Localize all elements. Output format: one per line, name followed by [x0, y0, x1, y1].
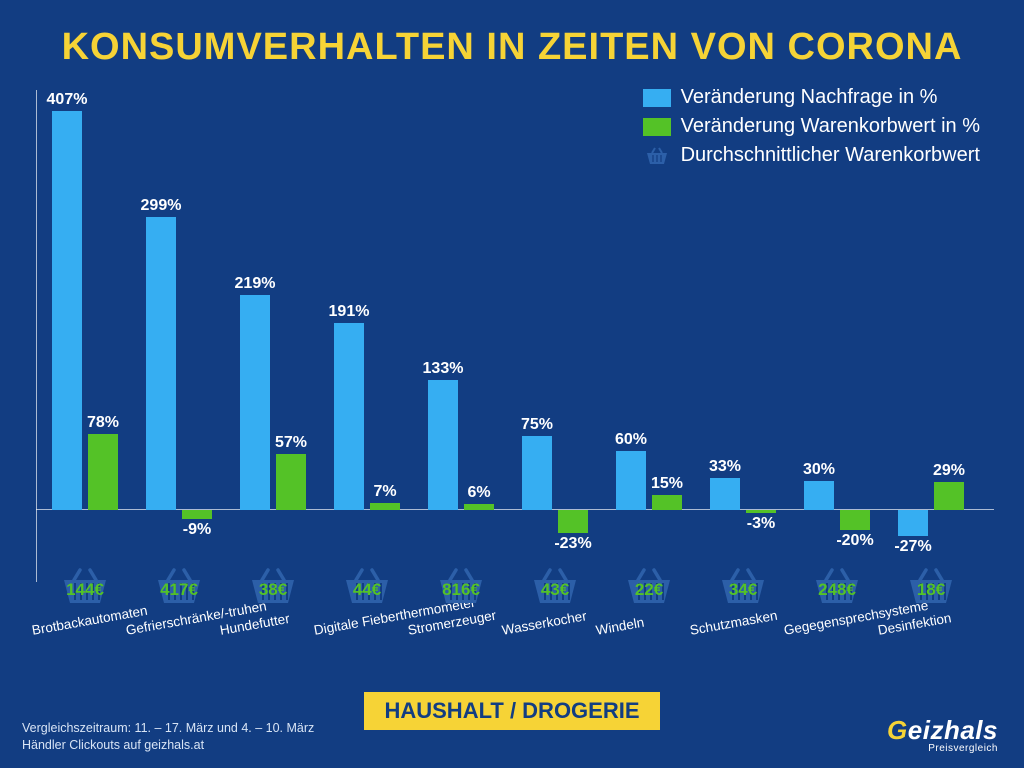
cart-pct-value-label: 29%: [919, 462, 979, 480]
bar-group: 75%-23%43€Wasserkocher: [522, 90, 588, 708]
cart-pct-bar: [934, 482, 964, 510]
axis-title: HAUSHALT / DROGERIE: [364, 692, 659, 730]
cart-pct-bar: [88, 434, 118, 510]
basket-value: 816€: [429, 568, 493, 600]
basket-value: 43€: [523, 568, 587, 600]
infographic-canvas: KONSUMVERHALTEN IN ZEITEN VON CORONA Ver…: [0, 0, 1024, 768]
bar-group: 60%15%22€Windeln: [616, 90, 682, 708]
demand-value-label: 75%: [507, 416, 567, 434]
cart-pct-bar: [558, 510, 588, 533]
demand-value-label: 191%: [319, 303, 379, 321]
basket-price: 38€: [259, 580, 287, 600]
demand-bar: [334, 323, 364, 510]
basket-value: 38€: [241, 568, 305, 600]
bar-group: 219%57%38€Hundefutter: [240, 90, 306, 708]
bar-groups: 407%78%144€Brotbackautomaten 299%-9%417€G…: [42, 90, 994, 708]
demand-bar: [522, 436, 552, 510]
footer-note: Vergleichszeitraum: 11. – 17. März und 4…: [22, 720, 314, 754]
cart-pct-value-label: -9%: [167, 521, 227, 539]
cart-pct-value-label: 57%: [261, 434, 321, 452]
category-label: Wasserkocher: [501, 608, 588, 638]
basket-value: 34€: [711, 568, 775, 600]
brand-logo: Geizhals Preisvergleich: [887, 715, 998, 754]
cart-pct-bar: [840, 510, 870, 530]
basket-price: 816€: [442, 580, 480, 600]
basket-price: 34€: [729, 580, 757, 600]
demand-bar: [898, 510, 928, 536]
chart-plot: 407%78%144€Brotbackautomaten 299%-9%417€G…: [36, 90, 994, 708]
basket-price: 18€: [917, 580, 945, 600]
cart-pct-bar: [276, 454, 306, 510]
bar-group: 30%-20%248€Gegegensprechsysteme: [804, 90, 870, 708]
basket-value: 44€: [335, 568, 399, 600]
cart-pct-bar: [370, 503, 400, 510]
demand-bar: [146, 217, 176, 510]
cart-pct-bar: [464, 504, 494, 510]
cart-pct-value-label: 7%: [355, 483, 415, 501]
bar-group: 299%-9%417€Gefrierschränke/-truhen: [146, 90, 212, 708]
bar-group: 133%6%816€Stromerzeuger: [428, 90, 494, 708]
cart-pct-value-label: -20%: [825, 532, 885, 550]
bar-group: 407%78%144€Brotbackautomaten: [52, 90, 118, 708]
footer-line-1: Vergleichszeitraum: 11. – 17. März und 4…: [22, 720, 314, 737]
demand-bar: [240, 295, 270, 510]
basket-price: 248€: [818, 580, 856, 600]
demand-value-label: 133%: [413, 360, 473, 378]
cart-pct-bar: [652, 495, 682, 510]
basket-price: 43€: [541, 580, 569, 600]
cart-pct-value-label: 15%: [637, 475, 697, 493]
bar-group: -27%29%18€Desinfektion: [898, 90, 964, 708]
brand-name: Geizhals: [887, 715, 998, 746]
demand-value-label: 407%: [37, 91, 97, 109]
bar-group: 33%-3%34€Schutzmasken: [710, 90, 776, 708]
cart-pct-value-label: -3%: [731, 515, 791, 533]
demand-value-label: 219%: [225, 275, 285, 293]
cart-pct-value-label: 6%: [449, 484, 509, 502]
basket-value: 417€: [147, 568, 211, 600]
basket-value: 248€: [805, 568, 869, 600]
cart-pct-value-label: -23%: [543, 535, 603, 553]
brand-rest: eizhals: [908, 715, 998, 745]
demand-value-label: 33%: [695, 458, 755, 476]
demand-value-label: 30%: [789, 461, 849, 479]
demand-bar: [710, 478, 740, 510]
cart-pct-bar: [746, 510, 776, 513]
brand-accent-letter: G: [887, 715, 908, 745]
cart-pct-value-label: 78%: [73, 414, 133, 432]
cart-pct-bar: [182, 510, 212, 519]
category-label: Windeln: [595, 615, 646, 638]
bar-group: 191%7%44€Digitale Fieberthermometer: [334, 90, 400, 708]
basket-value: 18€: [899, 568, 963, 600]
basket-price: 417€: [160, 580, 198, 600]
basket-price: 22€: [635, 580, 663, 600]
demand-value-label: 299%: [131, 197, 191, 215]
basket-value: 22€: [617, 568, 681, 600]
basket-price: 44€: [353, 580, 381, 600]
demand-value-label: -27%: [883, 538, 943, 556]
demand-bar: [52, 111, 82, 510]
footer-line-2: Händler Clickouts auf geizhals.at: [22, 737, 314, 754]
demand-value-label: 60%: [601, 431, 661, 449]
basket-price: 144€: [66, 580, 104, 600]
demand-bar: [804, 481, 834, 510]
category-label: Schutzmasken: [689, 608, 779, 638]
basket-value: 144€: [53, 568, 117, 600]
chart-title: KONSUMVERHALTEN IN ZEITEN VON CORONA: [0, 26, 1024, 69]
